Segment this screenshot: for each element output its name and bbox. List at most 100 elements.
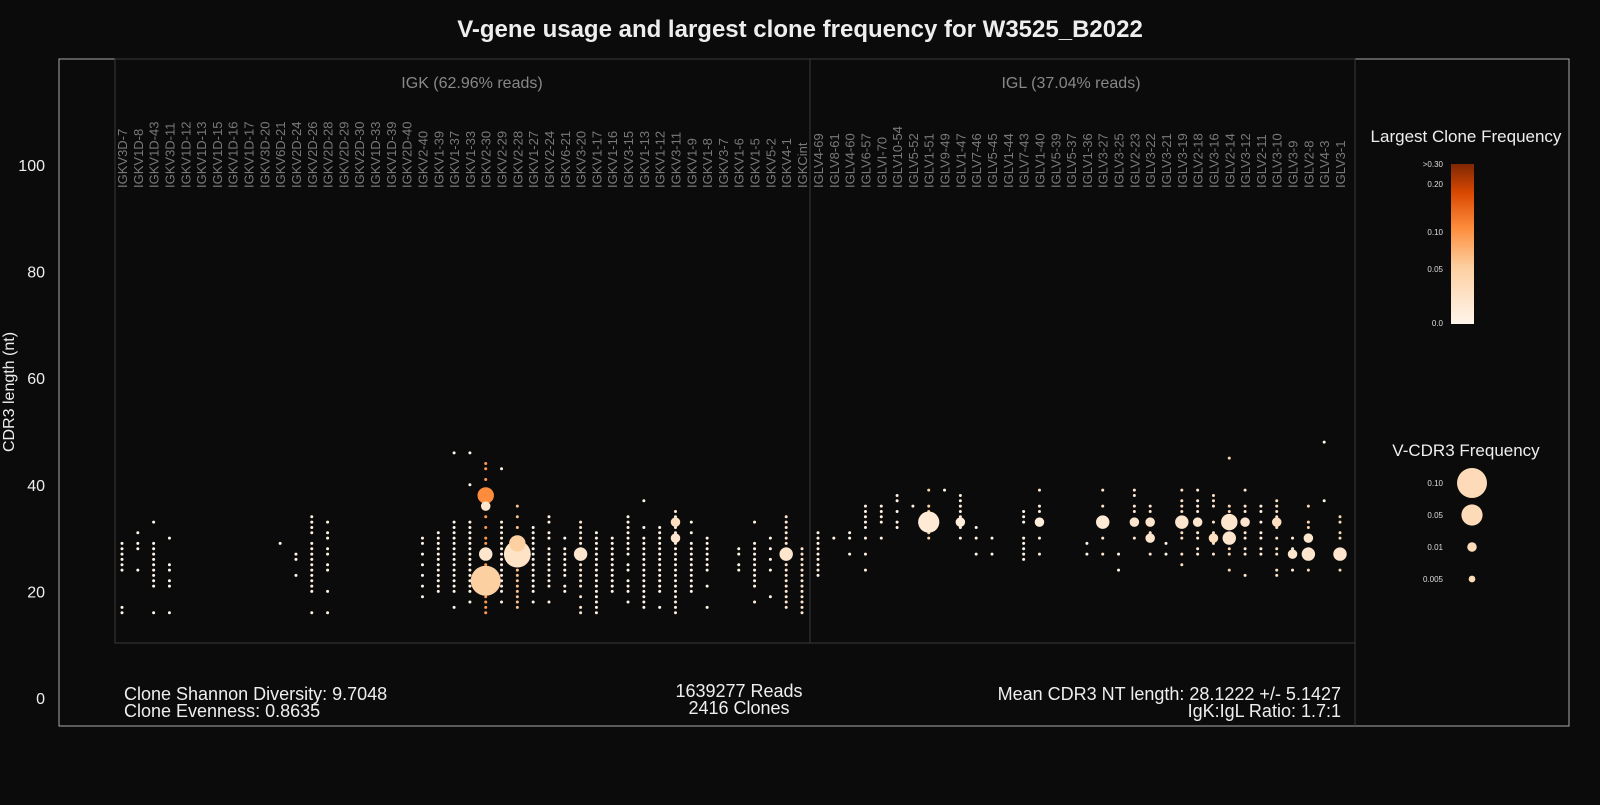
clone-point [1148,509,1152,513]
clone-point [658,568,662,572]
clone-point [1275,568,1279,572]
clone-point [452,552,456,556]
clone-point [452,584,456,588]
clone-point [626,552,630,556]
clone-point [579,579,583,583]
clone-point [1211,552,1215,556]
gene-label: IGKV1-6 [732,138,747,188]
clone-point [689,563,693,567]
gene-label: IGLV3-21 [1159,133,1174,188]
clone-point [1196,488,1200,492]
clone-point [531,568,535,572]
clone-point [515,600,519,604]
clone-point [452,568,456,572]
reads-annotation: 1639277 Reads [675,681,802,701]
gene-label: IGLV1-36 [1080,133,1095,188]
clone-point [784,515,788,519]
clone-point [452,531,456,535]
clone-point [784,563,788,567]
clone-point [705,605,709,609]
clone-point [531,525,535,529]
clone-point [120,605,124,609]
clone-point [579,573,583,577]
gene-label: IGKV2D-30 [352,122,367,188]
clone-point [689,547,693,551]
gene-label: IGLV2-11 [1254,134,1269,188]
gene-label: IGKV1-13 [637,131,652,188]
clone-point [1243,488,1247,492]
clone-point [816,552,820,556]
clone-point [167,568,171,572]
clone-point [468,525,472,529]
clone-point [436,541,440,545]
clone-point [658,536,662,540]
clone-point [927,504,931,508]
clone-point [816,568,820,572]
clone-point [642,547,646,551]
clone-point [515,515,519,519]
clone-point [452,520,456,524]
clone-point [1338,568,1342,572]
clone-point [974,536,978,540]
gene-label: IGKV2-40 [415,131,430,188]
clone-bubble [918,511,940,533]
clone-point [753,552,757,556]
clone-point [673,568,677,572]
clone-point [500,525,504,529]
clone-point [1132,536,1136,540]
clone-point [610,584,614,588]
clone-bubble [1333,547,1347,561]
clone-point [579,563,583,567]
clone-point [1243,536,1247,540]
clone-point [626,563,630,567]
clone-point [1022,536,1026,540]
clone-bubble [470,565,501,596]
gene-label: IGLV5-39 [1048,133,1063,188]
clone-point [753,541,757,545]
gene-label: IGKV3D-20 [257,122,272,188]
gene-label: IGLV3-22 [1143,133,1158,188]
clone-point [658,531,662,535]
clone-bubble [1192,517,1203,527]
clone-point [784,595,788,599]
clone-point [120,563,124,567]
clone-point [863,552,867,556]
clone-point [689,589,693,593]
clone-bubble [670,533,681,543]
clone-point [531,547,535,551]
clone-point [626,579,630,583]
clone-point [152,563,156,567]
clone-point [500,573,504,577]
clone-point [515,605,519,609]
y-axis-label: CDR3 length (nt) [1,332,18,452]
gene-label: IGKV2D-40 [400,122,415,188]
clone-point [563,563,567,567]
clone-point [294,552,298,556]
clone-point [136,568,140,572]
clone-point [863,536,867,540]
clone-point [863,504,867,508]
color-tick-label: 0.05 [1427,265,1443,274]
clone-point [152,611,156,615]
gene-label: IGKV6D-21 [273,122,288,188]
clone-point [658,525,662,529]
clone-point [1022,541,1026,545]
gene-label: IGLV2-18 [1191,133,1206,188]
clone-point [642,573,646,577]
clone-point [689,557,693,561]
clone-point [673,611,677,615]
clone-point [594,579,598,583]
clone-point [626,547,630,551]
clone-point [610,589,614,593]
gene-label: IGLV5-52 [906,133,921,188]
clone-point [1227,456,1231,460]
clone-point [484,611,488,615]
gene-label: IGKV1D-17 [242,122,257,188]
clone-point [1132,488,1136,492]
clone-point [1037,536,1041,540]
color-tick-label: >0.30 [1423,160,1444,169]
clone-point [531,563,535,567]
gene-label: IGKV3-20 [574,131,589,188]
clone-point [484,541,488,545]
